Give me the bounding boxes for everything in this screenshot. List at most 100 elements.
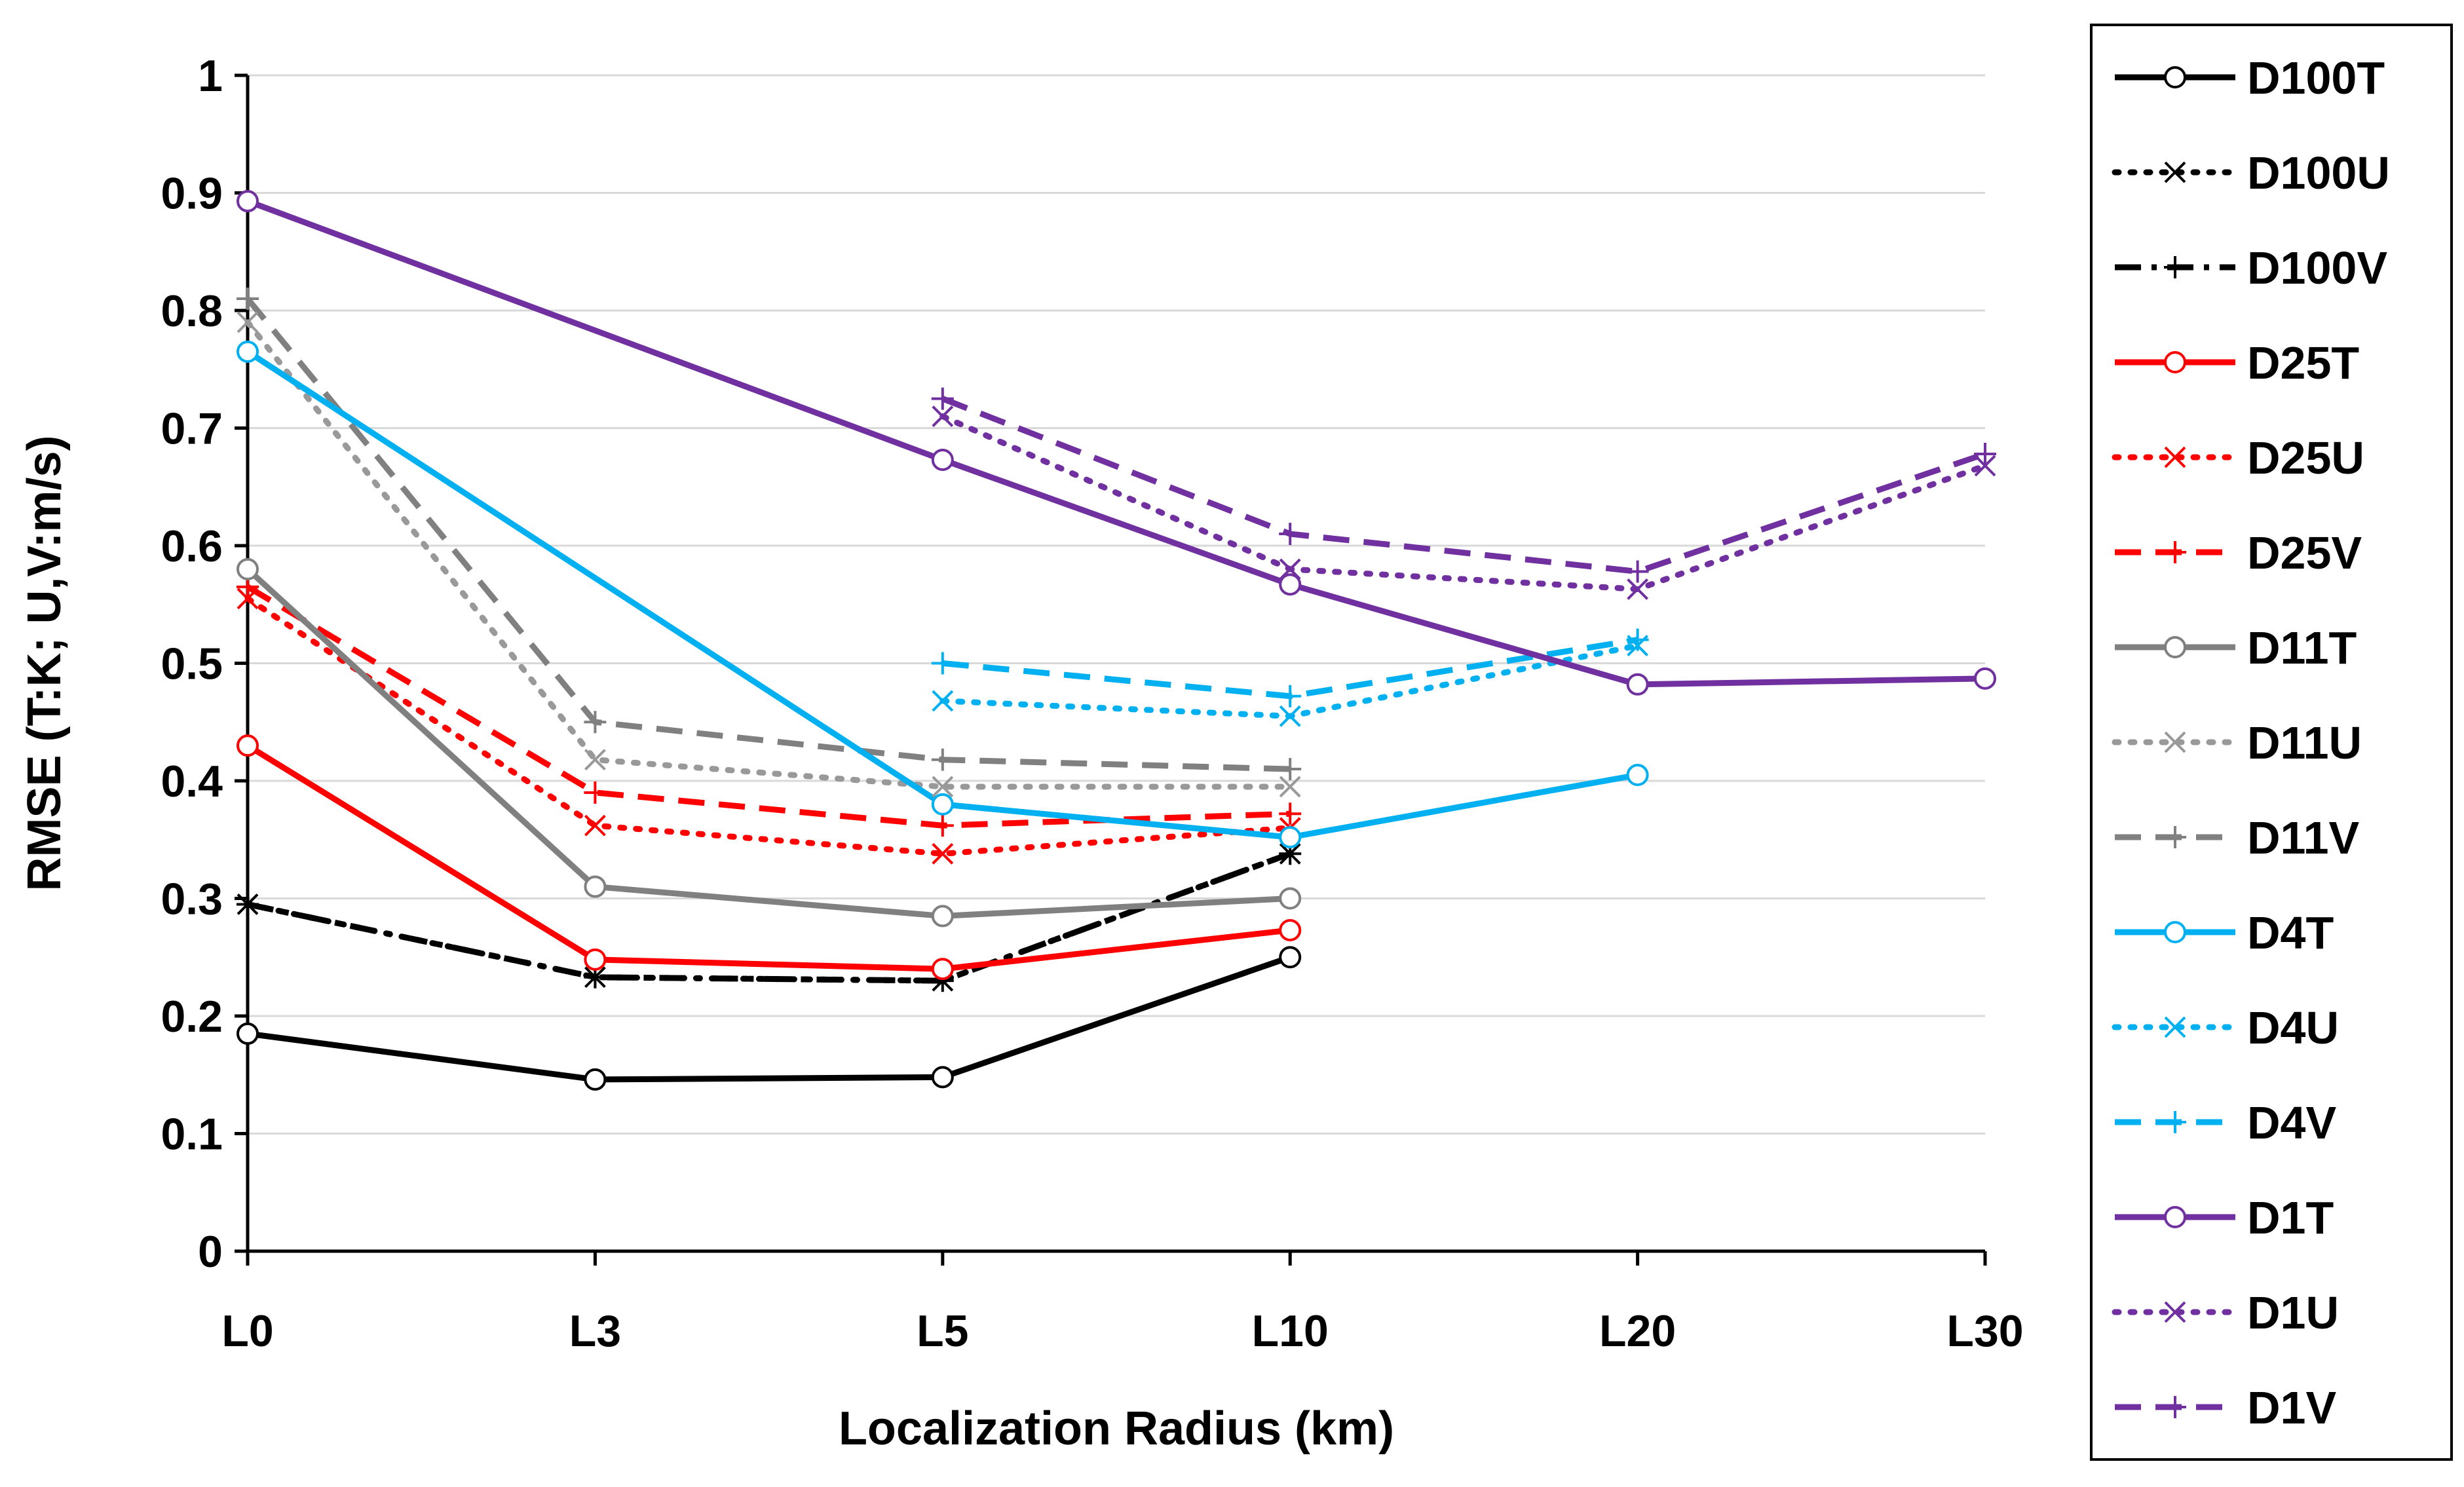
series-markers: [237, 190, 1996, 1091]
legend-marker-d1u: [2164, 1301, 2186, 1323]
legend-marker-d11t: [2164, 636, 2186, 658]
data-point-d4t: [931, 793, 954, 816]
series-line-d11v: [245, 297, 1291, 772]
data-point-d1u: [1279, 558, 1301, 580]
y-tick-label: 0.7: [161, 404, 223, 454]
legend-marker-d25v: [2164, 541, 2186, 563]
x-tick-label: L30: [1946, 1306, 2023, 1356]
data-point-d25t: [1279, 918, 1302, 941]
data-point-d25t: [931, 958, 954, 981]
data-point-d1v: [1974, 442, 1996, 465]
y-axis-title: RMSE (T:K; U,V:m/s): [18, 435, 71, 891]
data-point-d100v: [237, 893, 259, 916]
legend-label-d11t: D11T: [2247, 622, 2357, 673]
data-point-d4v: [931, 652, 954, 675]
data-point-d1u: [1974, 455, 1996, 477]
y-tick-label: 0.3: [161, 875, 223, 924]
data-point-d4t: [1626, 764, 1649, 787]
legend-label-d1t: D1T: [2247, 1192, 2334, 1243]
data-point-d1t: [1279, 573, 1302, 596]
series-line-d1u: [939, 413, 1988, 592]
data-point-d1t: [1974, 667, 1996, 690]
data-point-d25t: [584, 948, 607, 971]
data-point-d1t: [1626, 673, 1649, 696]
series-line-d11t: [245, 567, 1291, 919]
y-tick-label: 1: [198, 51, 223, 101]
legend-label-d1u: D1U: [2247, 1287, 2339, 1338]
data-point-d100t: [931, 1066, 954, 1089]
axes: 0 0.1 0.2 0.3 0.4 0.5 0.6 0.7 0.8 0.9 1 L0 L3 L5 L10 L2…: [161, 51, 2023, 1356]
data-point-d25v: [1279, 802, 1302, 825]
y-tick-label: 0.9: [161, 169, 223, 219]
y-tick-label: 0: [198, 1227, 223, 1277]
x-axis-title: Localization Radius (km): [839, 1402, 1394, 1455]
legend-marker-d100u: [2164, 161, 2186, 183]
legend-label-d4v: D4V: [2247, 1097, 2336, 1148]
legend: D100T D100U D100V D25T D25U D25V D11T D11U D11V D…: [2090, 24, 2453, 1461]
data-point-d11t: [237, 557, 259, 580]
data-point-d25v: [931, 814, 954, 837]
data-point-d25t: [237, 734, 259, 757]
legend-marker-d100v: [2164, 256, 2186, 278]
data-point-d100t: [584, 1068, 607, 1091]
y-tick-label: 0.2: [161, 992, 223, 1042]
legend-marker-d25t: [2164, 351, 2186, 373]
data-point-d4u: [932, 690, 954, 712]
data-point-d11v: [931, 748, 954, 771]
data-point-d1t: [931, 448, 954, 471]
y-tick-label: 0.8: [161, 286, 223, 336]
data-point-d25v: [584, 781, 607, 804]
legend-label-d25t: D25T: [2247, 337, 2359, 388]
series-line-d100v: [247, 851, 1291, 984]
data-point-d4v: [1279, 685, 1302, 707]
series-line-d100t: [247, 954, 1291, 1083]
data-point-d11u: [584, 749, 606, 771]
y-tick-label: 0.1: [161, 1110, 223, 1159]
data-point-d11v: [584, 711, 607, 734]
data-point-d11t: [1279, 887, 1302, 910]
data-point-d100t: [1279, 946, 1302, 969]
data-point-d1v: [1626, 560, 1649, 583]
legend-label-d11v: D11V: [2247, 812, 2360, 863]
legend-marker-d11u: [2164, 731, 2186, 753]
data-point-d11u: [932, 776, 954, 798]
legend-label-d4t: D4T: [2247, 907, 2334, 958]
data-point-d1u: [932, 405, 954, 427]
legend-label-d100v: D100V: [2247, 242, 2387, 293]
y-tick-label: 0.5: [161, 639, 223, 689]
data-point-d11t: [584, 875, 607, 898]
data-point-d11u: [1279, 776, 1301, 798]
y-tick-label: 0.4: [161, 757, 223, 806]
x-tick-label: L10: [1252, 1306, 1329, 1356]
data-point-d25u: [932, 842, 954, 865]
x-tick-label: L20: [1599, 1306, 1676, 1356]
legend-label-d100t: D100T: [2247, 52, 2385, 104]
data-point-d1t: [237, 190, 259, 213]
data-point-d1v: [1279, 523, 1302, 546]
legend-label-d4u: D4U: [2247, 1002, 2339, 1053]
series-line-d25u: [244, 595, 1293, 857]
data-point-d4t: [1279, 826, 1302, 849]
legend-label-d25v: D25V: [2247, 527, 2362, 578]
legend-label-d25u: D25U: [2247, 432, 2364, 483]
legend-label-d1v: D1V: [2247, 1382, 2336, 1433]
legend-marker-d25u: [2164, 446, 2186, 468]
series-lines: [244, 198, 1988, 1083]
legend-label-d100u: D100U: [2247, 147, 2390, 198]
series-line-d25t: [246, 743, 1291, 972]
legend-label-d11u: D11U: [2247, 717, 2362, 768]
data-point-d25u: [584, 814, 606, 837]
legend-marker-d100t: [2164, 66, 2186, 88]
series-line-d25v: [246, 584, 1291, 829]
data-point-d11v: [237, 288, 259, 311]
data-point-d4v: [1626, 628, 1649, 651]
data-point-d1u: [1627, 578, 1649, 600]
data-point-d25u: [237, 588, 259, 610]
data-point-d1v: [931, 387, 954, 410]
x-tick-label: L5: [917, 1306, 968, 1356]
legend-marker-d1t: [2164, 1206, 2186, 1228]
legend-marker-d4u: [2164, 1016, 2186, 1038]
data-point-d11u: [237, 311, 259, 333]
